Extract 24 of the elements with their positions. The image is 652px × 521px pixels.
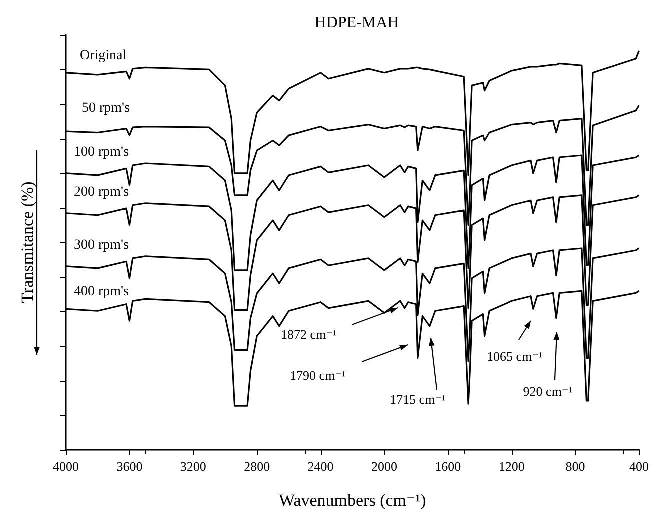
legend-label: 200 rpm's <box>74 184 130 200</box>
x-axis-title: Wavenumbers (cm⁻¹) <box>279 491 426 510</box>
series-label: 50 rpm's <box>82 101 130 116</box>
x-tick-label: 2400 <box>308 459 334 474</box>
series-label: Original <box>80 48 127 64</box>
x-tick-label: 3200 <box>180 459 206 474</box>
x-tick-label: 800 <box>566 459 586 474</box>
y-axis-title: Transmitance (%) <box>18 182 37 304</box>
x-tick-label: 1600 <box>435 459 462 474</box>
chart-title: HDPE-MAH <box>314 14 400 32</box>
annotation: 1715 cm⁻¹ <box>390 392 446 407</box>
x-tick-label: 3600 <box>116 459 143 474</box>
legend-label: 400 rpm's <box>74 284 130 300</box>
x-tick-label: 400 <box>630 459 649 474</box>
annotation: 1790 cm⁻¹ <box>290 368 346 383</box>
annotation: 1872 cm⁻¹ <box>281 327 338 342</box>
legend-label: 300 rpm's <box>74 238 130 253</box>
annotation: 920 cm⁻¹ <box>523 384 573 399</box>
legend-label: 100 rpm's <box>74 144 130 160</box>
x-tick-label: 1200 <box>498 459 525 474</box>
x-tick-label: 4000 <box>53 459 79 474</box>
x-tick-label: 2800 <box>244 459 270 474</box>
x-tick-label: 2000 <box>371 459 398 474</box>
annotation: 1065 cm⁻¹ <box>487 349 544 364</box>
